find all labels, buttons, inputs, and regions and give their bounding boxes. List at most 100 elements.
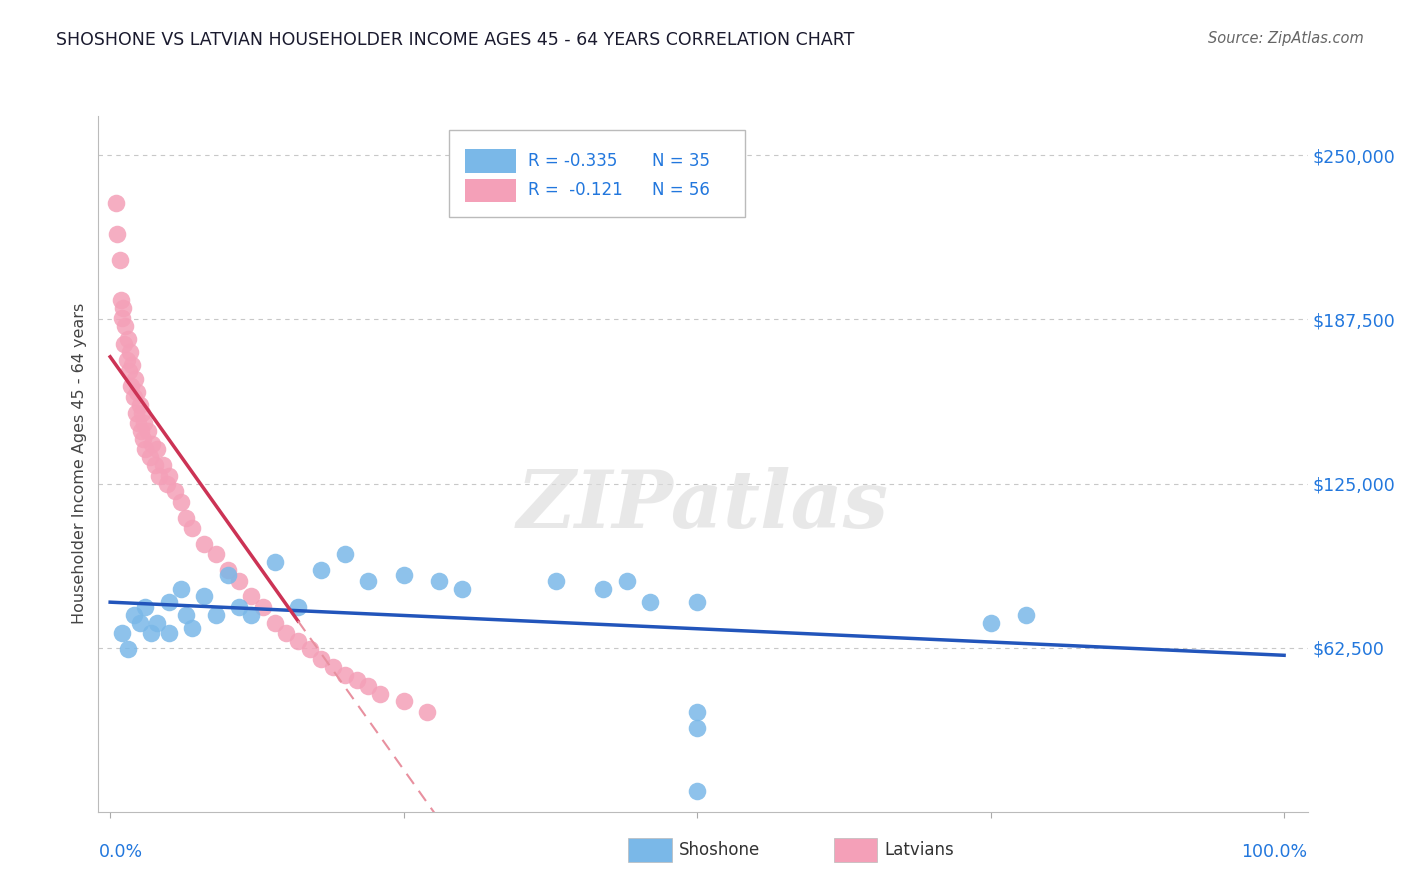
Point <box>240 590 263 604</box>
Point <box>217 563 239 577</box>
Point <box>129 424 152 438</box>
Point <box>111 626 134 640</box>
Point <box>155 476 177 491</box>
Point <box>128 398 150 412</box>
Point <box>193 537 215 551</box>
Point <box>1015 607 1038 622</box>
Point <box>128 615 150 630</box>
Point <box>139 450 162 465</box>
Point <box>980 615 1002 630</box>
Point <box>263 615 285 630</box>
Point <box>134 442 156 457</box>
Point <box>121 359 143 373</box>
FancyBboxPatch shape <box>465 149 516 173</box>
Point <box>228 574 250 588</box>
Point <box>157 595 180 609</box>
Point <box>181 621 204 635</box>
Point <box>122 390 145 404</box>
Point <box>157 468 180 483</box>
Point <box>451 582 474 596</box>
Point <box>114 318 136 333</box>
Point <box>117 642 139 657</box>
Point <box>311 652 333 666</box>
Point <box>252 599 274 614</box>
Point <box>127 416 149 430</box>
Point <box>357 574 380 588</box>
Point <box>141 437 163 451</box>
Point <box>111 311 134 326</box>
Point <box>416 705 439 719</box>
FancyBboxPatch shape <box>834 838 877 862</box>
Point <box>333 548 356 562</box>
Text: 0.0%: 0.0% <box>98 843 142 861</box>
FancyBboxPatch shape <box>628 838 672 862</box>
Point <box>287 634 309 648</box>
Point <box>176 510 198 524</box>
Text: R = -0.335: R = -0.335 <box>527 153 617 170</box>
Point <box>686 705 709 719</box>
Point <box>112 301 135 315</box>
Text: Shoshone: Shoshone <box>679 841 761 859</box>
Point <box>240 607 263 622</box>
Point <box>132 432 155 446</box>
Point <box>176 607 198 622</box>
Point <box>228 599 250 614</box>
Point <box>298 642 321 657</box>
Text: 100.0%: 100.0% <box>1241 843 1308 861</box>
Point <box>263 555 285 569</box>
Point <box>105 195 128 210</box>
Point <box>193 590 215 604</box>
Point <box>105 227 128 241</box>
Point <box>122 607 145 622</box>
Point <box>592 582 614 596</box>
Point <box>108 253 131 268</box>
Point <box>638 595 661 609</box>
Point <box>118 364 141 378</box>
Point <box>616 574 638 588</box>
Text: ZIPatlas: ZIPatlas <box>517 467 889 544</box>
Point <box>143 458 166 472</box>
Point <box>546 574 568 588</box>
Point <box>131 406 153 420</box>
Text: Source: ZipAtlas.com: Source: ZipAtlas.com <box>1208 31 1364 46</box>
Point <box>357 679 380 693</box>
Point <box>686 721 709 735</box>
Point <box>112 337 135 351</box>
Point <box>204 548 226 562</box>
Point <box>169 495 191 509</box>
Point <box>392 694 415 708</box>
Point <box>276 626 298 640</box>
Point <box>686 595 709 609</box>
Text: N = 35: N = 35 <box>652 153 710 170</box>
Point <box>125 406 148 420</box>
Point <box>311 563 333 577</box>
Point <box>157 626 180 640</box>
Point <box>322 660 344 674</box>
FancyBboxPatch shape <box>465 178 516 202</box>
Point <box>120 379 142 393</box>
Point <box>686 783 709 797</box>
Point <box>127 384 149 399</box>
Point <box>120 345 142 359</box>
Point <box>124 371 146 385</box>
Point <box>115 353 138 368</box>
Text: Latvians: Latvians <box>884 841 955 859</box>
Point <box>181 521 204 535</box>
Point <box>333 668 356 682</box>
Point <box>148 468 170 483</box>
Point <box>146 615 169 630</box>
Point <box>169 582 191 596</box>
Point <box>163 484 186 499</box>
Point <box>146 442 169 457</box>
Point <box>287 599 309 614</box>
Point <box>346 673 368 688</box>
Point <box>141 626 163 640</box>
Point <box>152 458 174 472</box>
Point <box>136 424 159 438</box>
Point <box>217 568 239 582</box>
Text: R =  -0.121: R = -0.121 <box>527 181 623 200</box>
Point <box>392 568 415 582</box>
Point <box>427 574 450 588</box>
Point <box>368 687 391 701</box>
FancyBboxPatch shape <box>449 130 745 217</box>
